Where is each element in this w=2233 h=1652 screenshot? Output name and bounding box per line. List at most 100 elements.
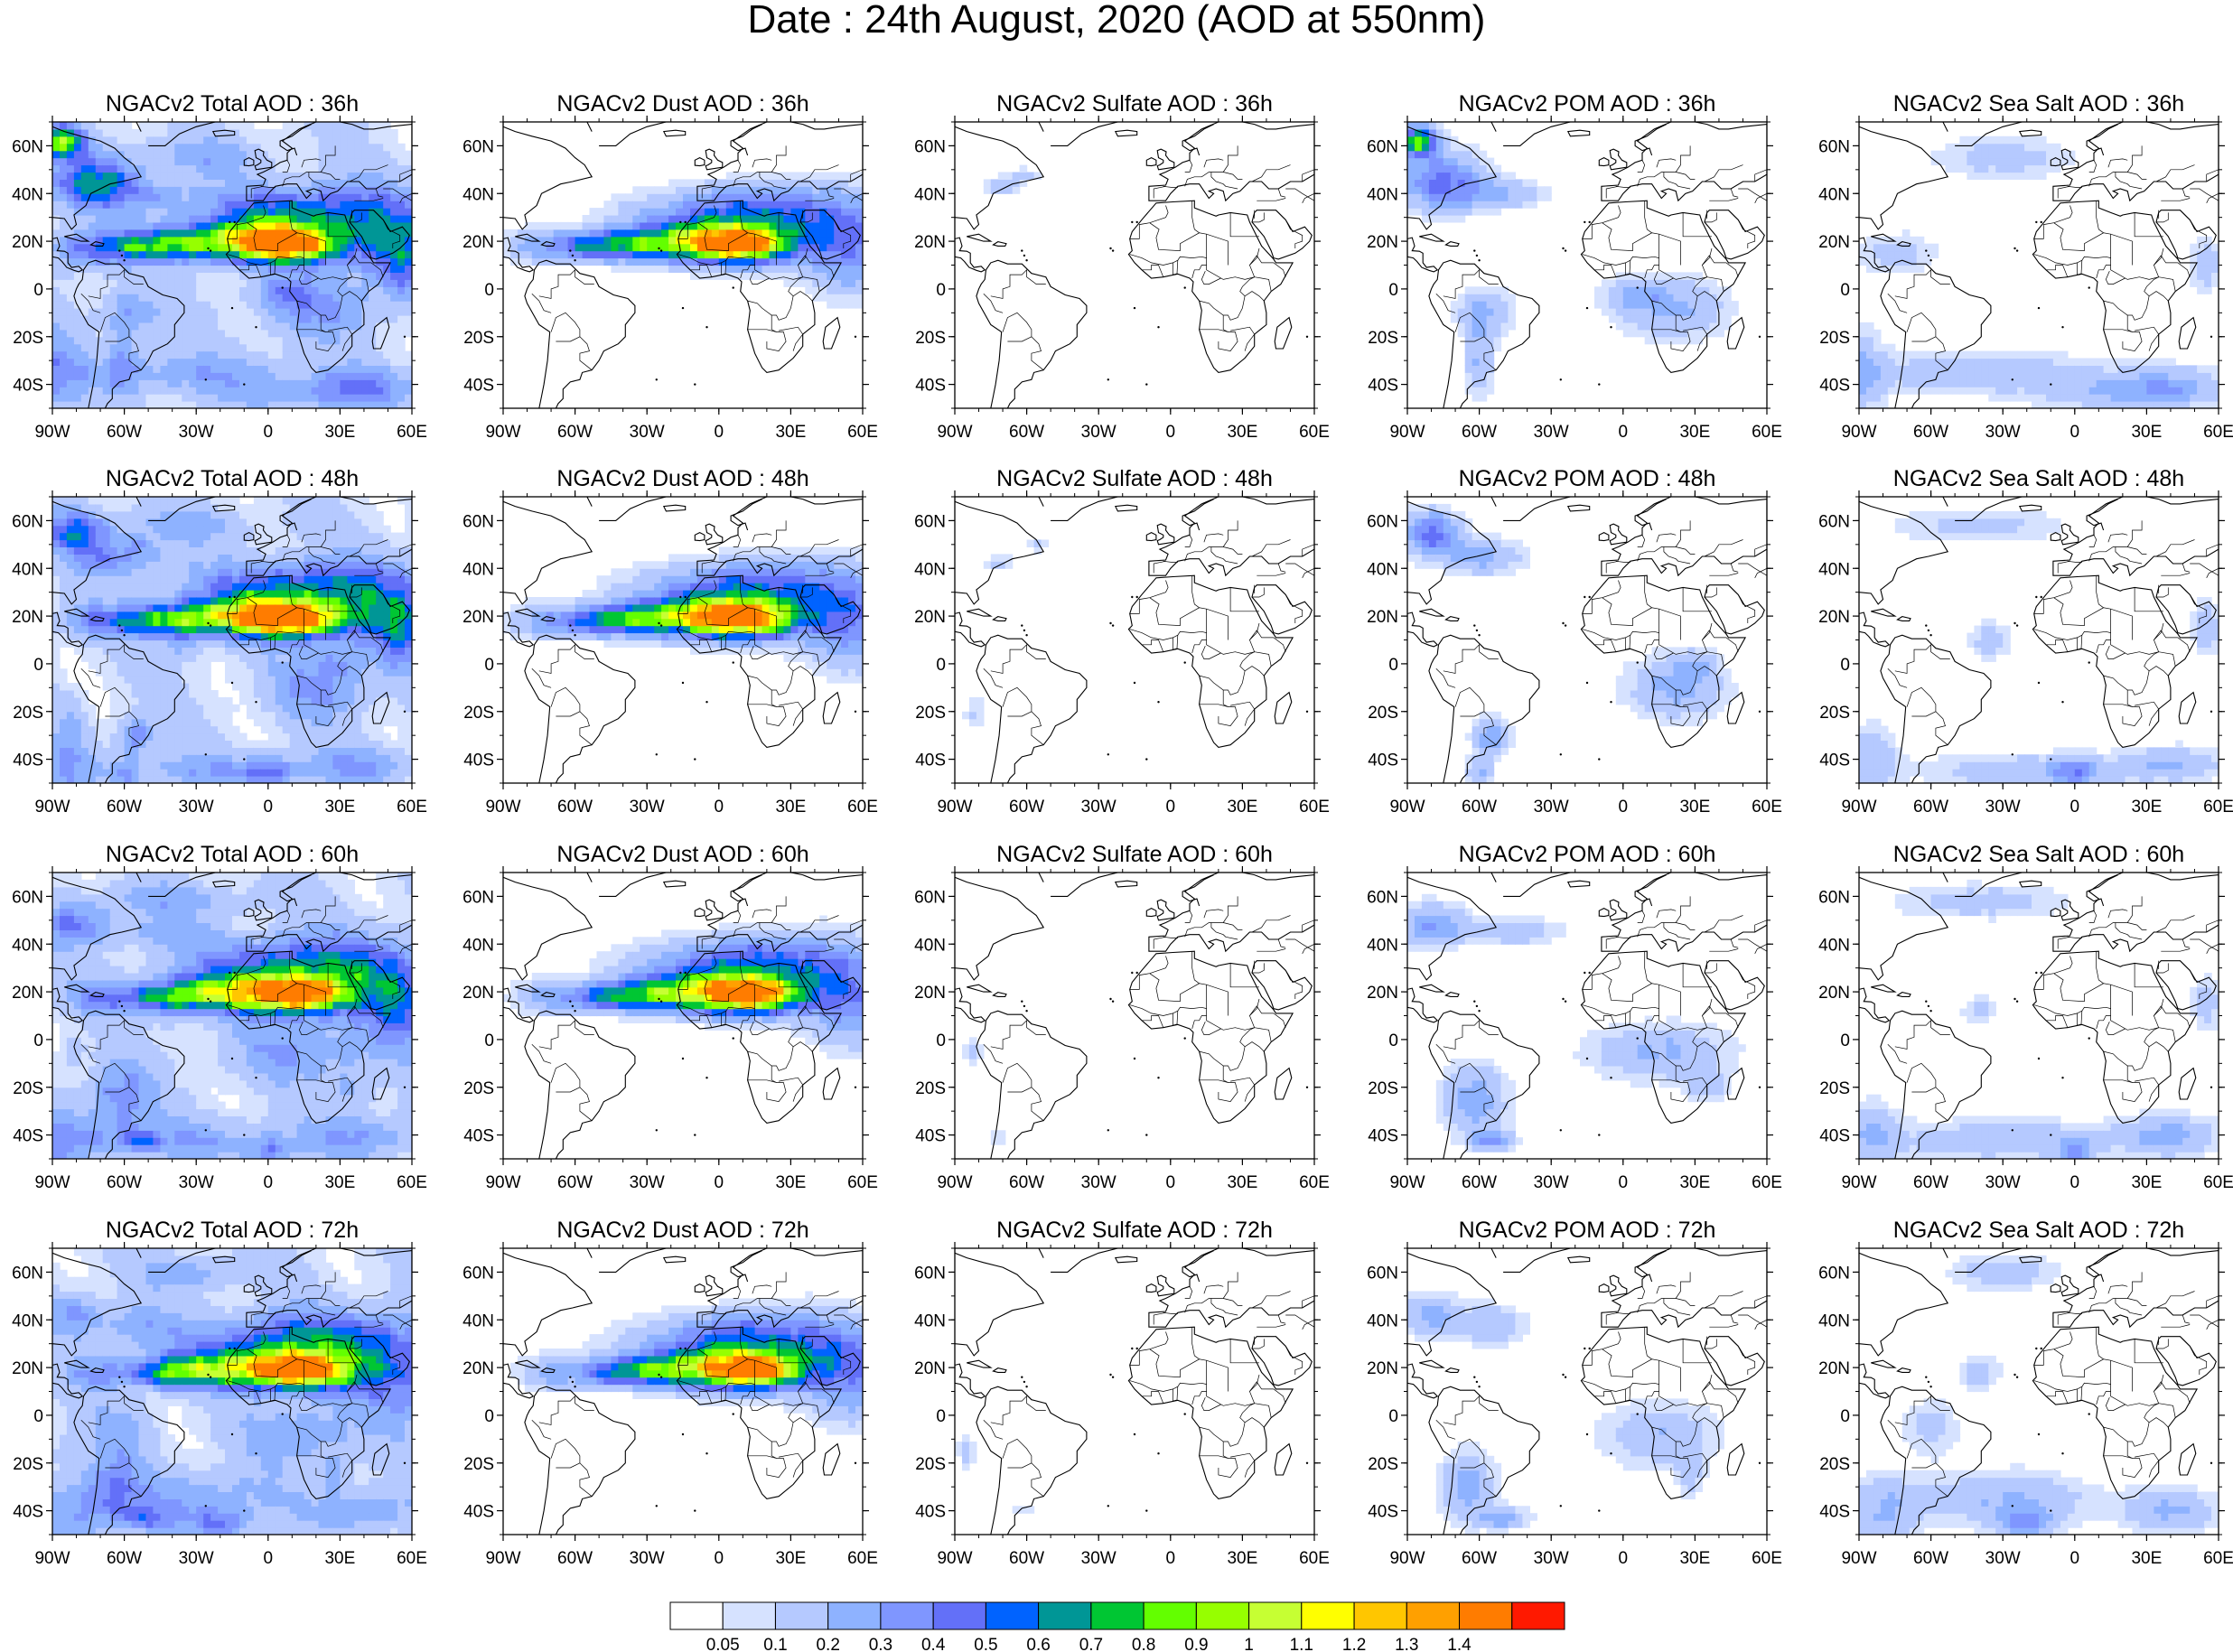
panel-title: NGACv2 Sea Salt AOD : 48h [1893,466,2184,491]
colorbar-label: 1.4 [1447,1636,1472,1652]
country-borders [80,1272,412,1497]
panel-title: NGACv2 Total AOD : 60h [106,842,359,867]
aod-field [1859,1255,2219,1535]
island-mark [1636,1413,1639,1415]
island-mark [118,624,121,627]
country-borders [531,1272,863,1497]
island-mark [209,1376,212,1378]
island-mark [1636,286,1639,289]
island-mark [2088,1037,2090,1040]
island-mark [2061,1077,2064,1079]
lat-tick-label: 20S [915,1455,946,1474]
lat-tick-label: 40S [1368,377,1398,396]
lat-tick-label: 40S [1819,1503,1850,1522]
colorbar: 0.05 0.1 0.2 0.3 0.4 0.5 0.6 0.7 0.8 0.9 1 1.1 1.2 1.… [669,1601,1565,1652]
coastlines [1407,497,1767,783]
lat-tick-label: 20S [1368,1079,1398,1098]
lon-tick-label: 60E [847,1173,878,1192]
lon-tick-label: 30E [775,798,806,817]
island-mark [1929,634,1932,637]
aod-field [1859,135,2219,408]
lat-tick-label: 0 [1840,656,1850,675]
island-mark [281,1037,284,1040]
island-mark [732,661,734,664]
island-mark [2013,621,2016,625]
lon-tick-label: 60E [2203,1549,2233,1568]
lon-tick-label: 90W [1389,423,1425,442]
island-mark [1131,220,1134,224]
island-mark [681,1433,685,1436]
lon-tick-label: 60E [1752,1549,1782,1568]
lat-tick-label: 40S [13,1127,43,1146]
lon-tick-label: 60E [1299,423,1330,442]
panel-title: NGACv2 Sea Salt AOD : 72h [1893,1218,2184,1243]
lat-tick-label: 40N [462,936,494,955]
aod-field [52,122,412,408]
map-panel: NGACv2 Sea Salt AOD : 72h 60N 40N 20N 0 20S 40… [1818,1218,2233,1568]
lon-tick-label: 0 [715,798,724,817]
island-mark [2050,1509,2052,1512]
island-mark [681,306,685,310]
lon-tick-label: 90W [485,1173,520,1192]
map-panel: NGACv2 Total AOD : 72h 60N 40N 20N 0 20S 40S 90… [12,1218,427,1568]
lat-tick-label: 20N [1818,608,1850,627]
island-mark [1021,249,1023,252]
island-mark [1925,1000,1928,1003]
lon-tick-label: 30E [324,1173,355,1192]
island-mark [255,1452,257,1455]
island-mark [2035,595,2038,599]
lon-tick-label: 0 [715,1549,724,1568]
colorbar-label: 0.8 [1132,1636,1155,1652]
map-frame [954,121,1315,409]
lat-tick-label: 20N [1818,984,1850,1003]
lon-tick-label: 30E [324,1549,355,1568]
island-mark [1133,1433,1136,1436]
island-mark [1023,1380,1026,1384]
map-panel: NGACv2 POM AOD : 60h 60N 40N 20N 0 20S 40S 90W 6… [1367,842,1782,1192]
lat-tick-label: 0 [484,1031,494,1050]
island-mark [229,1347,231,1350]
map-panel: NGACv2 POM AOD : 36h 60N 40N 20N 0 20S 40S 90W 6… [1367,91,1782,442]
island-mark [574,634,576,637]
island-mark [1021,1376,1023,1378]
country-borders [1435,145,1767,370]
island-mark [1564,1000,1567,1003]
island-mark [1564,624,1567,627]
aod-field [503,915,863,1059]
island-mark [1610,326,1612,329]
island-mark [1475,1004,1479,1008]
colorbar-label: 1.3 [1395,1636,1418,1652]
island-mark [1478,634,1481,637]
island-mark [233,220,236,224]
island-mark [1107,378,1110,381]
lat-tick-label: 20N [914,984,946,1003]
island-mark [1636,1037,1639,1040]
lon-tick-label: 60W [1009,1549,1044,1568]
panel-title: NGACv2 POM AOD : 48h [1459,466,1716,491]
panel-title: NGACv2 Total AOD : 36h [106,91,359,117]
island-mark [1584,1347,1586,1350]
lon-tick-label: 0 [2070,423,2080,442]
island-mark [1588,220,1591,224]
colorbar-swatch [1248,1601,1303,1630]
lat-tick-label: 40N [12,1311,43,1330]
island-mark [681,1057,685,1060]
lon-tick-label: 30E [2131,1549,2162,1568]
lat-tick-label: 0 [1388,281,1398,300]
island-mark [1927,629,1930,632]
colorbar-swatch [1143,1601,1197,1630]
lon-tick-label: 30E [2131,423,2162,442]
island-mark [574,259,576,262]
lon-tick-label: 30E [2131,1173,2162,1192]
lon-tick-label: 60W [1462,1173,1497,1192]
island-mark [1025,634,1028,637]
island-mark [1927,1380,1930,1384]
country-borders [80,896,412,1121]
island-mark [1023,254,1026,257]
island-mark [207,247,210,250]
lon-tick-label: 0 [1619,423,1629,442]
island-mark [1610,701,1612,704]
island-mark [1305,335,1309,338]
lon-tick-label: 0 [1166,1549,1176,1568]
island-mark [1145,758,1148,761]
